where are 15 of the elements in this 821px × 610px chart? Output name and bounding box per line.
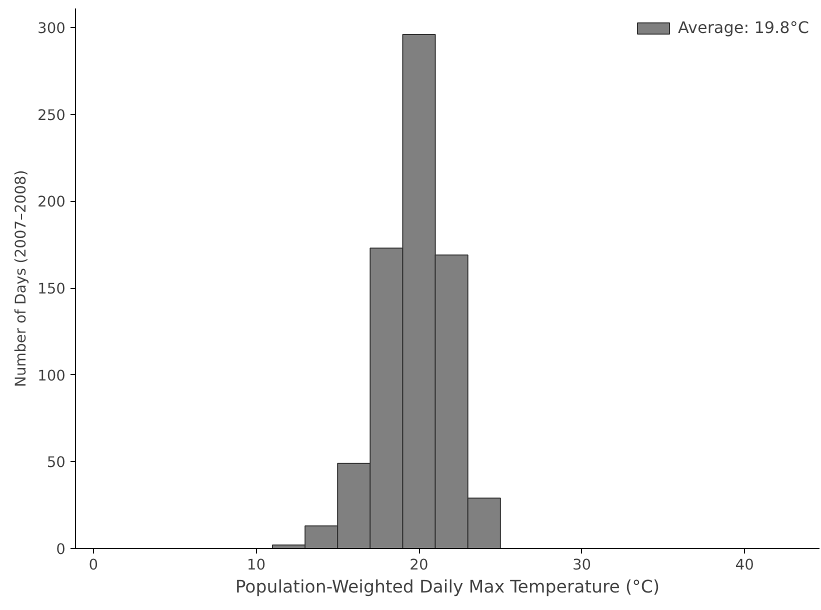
y-tick-label: 200	[38, 194, 66, 211]
x-tick-label: 10	[246, 556, 266, 574]
y-tick-label: 250	[38, 106, 66, 124]
y-axis-title: Number of Days (2007–2008)	[12, 170, 30, 387]
y-tick-label: 100	[38, 367, 66, 384]
y-tick-label: 300	[38, 20, 66, 38]
x-tick-label: 30	[572, 556, 592, 574]
y-tick-label: 0	[56, 541, 66, 558]
y-tick-label: 50	[46, 454, 66, 472]
x-tick-label: 20	[410, 556, 428, 574]
x-axis-title: Population-Weighted Daily Max Temperature (°C)	[235, 578, 660, 598]
x-tick-label: 40	[735, 556, 754, 574]
x-tick-label: 0	[88, 556, 98, 574]
legend-label: Average: 19.8°C	[678, 18, 809, 37]
y-tick-label: 150	[38, 280, 66, 298]
